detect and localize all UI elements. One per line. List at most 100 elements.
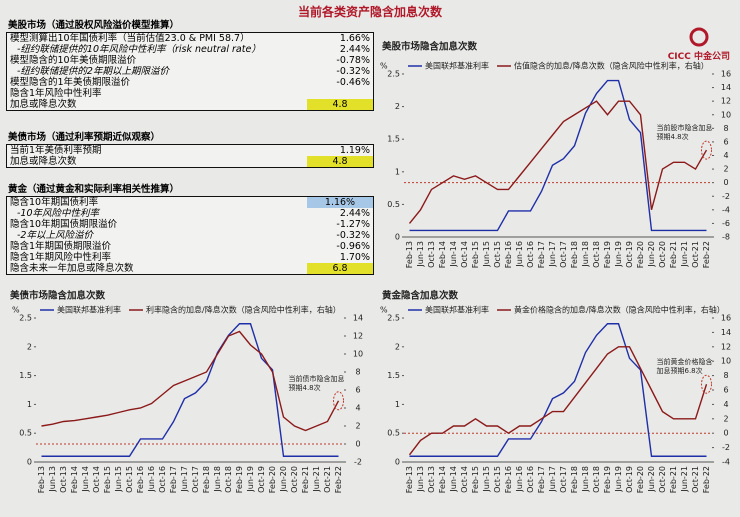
table-header: 黄金（通过黄金和实际利率相关性推算）	[8, 184, 180, 195]
x-tick-label: Feb-18	[570, 241, 579, 268]
row-label: 模型隐含的10年美债期限溢价	[10, 55, 137, 66]
x-tick-label: Oct-21	[323, 466, 332, 493]
x-tick-label: Jun-20	[647, 466, 656, 493]
y2-tick-label: 6	[723, 137, 728, 146]
y2-tick-label: 0	[723, 429, 728, 438]
y-tick-label: 0.5	[387, 429, 400, 438]
annotation: 当前债市隐含加息	[289, 374, 345, 383]
table-row: 隐含未来一年加息或降息次数 6.8	[7, 263, 374, 275]
table-row: -纽约联储提供的2年期以上期限溢价 -0.32%	[7, 66, 374, 77]
table-header: 美股市场（通过股权风险溢价模型推算）	[8, 20, 180, 31]
y-tick-label: 1.5	[19, 371, 32, 380]
x-tick-label: Jun-18	[213, 466, 222, 493]
x-tick-label: Jun-16	[515, 241, 524, 268]
x-tick-label: Oct-17	[559, 466, 568, 493]
x-tick-label: Feb-17	[537, 466, 546, 493]
table-row: 当前1年美债利率预期 1.19%	[7, 145, 374, 157]
y-tick-label: 0	[395, 458, 400, 467]
x-tick-label: Feb-14	[70, 466, 79, 493]
row-label: 隐含1年风险中性利率	[10, 88, 102, 99]
x-tick-label: Oct-13	[427, 241, 436, 268]
x-tick-label: Feb-20	[636, 466, 645, 493]
y2-tick-label: 14	[721, 328, 731, 337]
table-row: -2年以上风险溢价 -0.32%	[7, 230, 374, 241]
y-tick-label: 1	[27, 400, 32, 409]
x-tick-label: Jun-16	[515, 466, 524, 493]
y2-tick-label: 14	[353, 314, 363, 323]
y2-tick-label: 16	[721, 314, 731, 323]
y2-tick-label: -2	[354, 458, 362, 467]
y2-tick-label: 2	[355, 422, 360, 431]
table-block: 美股市场（通过股权风险溢价模型推算） 模型测算出10年国债利率（当前估值23.0 …	[6, 16, 374, 111]
table-row: 模型隐含的10年美债期限溢价 -0.78%	[7, 55, 374, 66]
annotation: 当前股市隐含加息	[657, 123, 713, 132]
highlight-ellipse	[701, 374, 712, 394]
x-tick-label: Oct-15	[125, 466, 134, 493]
row-label: 隐含10年期国债期限溢价	[10, 219, 118, 230]
x-tick-label: Oct-16	[526, 466, 535, 493]
y2-tick-label: 8	[723, 371, 728, 380]
row-value: 1.70%	[339, 252, 370, 263]
table-block: 美债市场（通过利率预期近似观察） 当前1年美债利率预期 1.19% 加息或降息次数 4.…	[6, 128, 374, 168]
series-line	[409, 323, 707, 457]
y2-tick-label: 2	[723, 165, 728, 174]
x-tick-label: Jun-14	[449, 241, 458, 268]
y2-tick-label: 12	[721, 97, 731, 106]
x-tick-label: Feb-21	[669, 241, 678, 268]
table-row: -10年风险中性利率 2.44%	[7, 208, 374, 219]
x-tick-label: Oct-14	[460, 466, 469, 493]
legend-label: 黄金价格隐含的加息/降息次数（隐含风险中性利率，右轴）	[514, 305, 725, 315]
highlight-ellipse	[333, 391, 344, 411]
y2-tick-label: 12	[353, 332, 363, 341]
y-tick-label: 1	[395, 167, 400, 176]
legend-label: 美国联邦基准利率	[425, 305, 489, 315]
table-row: 隐含10年期国债期限溢价 -1.27%	[7, 219, 374, 230]
row-value: 6.8	[307, 263, 374, 275]
x-tick-label: Feb-21	[301, 466, 310, 493]
legend-label: 美国联邦基准利率	[57, 305, 121, 315]
row-value: 2.44%	[339, 208, 370, 219]
legend-label: 利率隐含的加息/降息次数（隐含风险中性利率，右轴）	[146, 305, 341, 315]
y-tick-label: 2.5	[387, 70, 400, 79]
series-line	[41, 323, 339, 457]
x-tick-label: Oct-14	[92, 466, 101, 493]
y2-tick-label: 10	[721, 357, 731, 366]
x-tick-label: Oct-16	[526, 241, 535, 268]
y2-tick-label: 4	[355, 404, 360, 413]
x-tick-label: Jun-14	[81, 466, 90, 493]
table-row: -纽约联储提供的10年风险中性利率（risk neutral rate） 2.44…	[7, 44, 374, 55]
row-label: -10年风险中性利率	[17, 208, 100, 219]
table: 当前1年美债利率预期 1.19% 加息或降息次数 4.8	[6, 144, 374, 168]
series-line	[409, 79, 707, 232]
x-tick-label: Jun-18	[581, 241, 590, 268]
chart-title: 美股市场隐含加息次数	[381, 41, 478, 53]
x-tick-label: Oct-20	[290, 466, 299, 493]
y-axis-label: %	[380, 306, 388, 315]
annotation: 预期4.8次	[289, 383, 321, 392]
row-value: -1.27%	[336, 219, 370, 230]
x-tick-label: Jun-21	[312, 466, 321, 493]
x-tick-label: Oct-18	[592, 466, 601, 493]
x-tick-label: Feb-14	[438, 466, 447, 493]
x-tick-label: Jun-17	[180, 466, 189, 493]
x-tick-label: Oct-13	[59, 466, 68, 493]
series-line	[408, 100, 708, 224]
x-tick-label: Jun-13	[416, 241, 425, 268]
x-tick-label: Feb-17	[169, 466, 178, 493]
row-value: 2.44%	[339, 44, 370, 55]
y-tick-label: 1.5	[387, 135, 400, 144]
row-value: 4.8	[307, 99, 374, 111]
annotation: 预期4.8次	[657, 132, 689, 141]
y2-tick-label: 8	[355, 368, 360, 377]
x-tick-label: Jun-13	[416, 466, 425, 493]
table-row: 隐含1年期国债期限溢价 -0.96%	[7, 241, 374, 252]
x-tick-label: Feb-15	[471, 466, 480, 493]
x-tick-label: Jun-20	[279, 466, 288, 493]
legend-label: 美国联邦基准利率	[425, 61, 489, 71]
row-label: -2年以上风险溢价	[17, 230, 93, 241]
y2-tick-label: 10	[721, 110, 731, 119]
x-tick-label: Jun-17	[548, 466, 557, 493]
x-tick-label: Feb-13	[37, 466, 46, 493]
y-tick-label: 0	[395, 233, 400, 242]
